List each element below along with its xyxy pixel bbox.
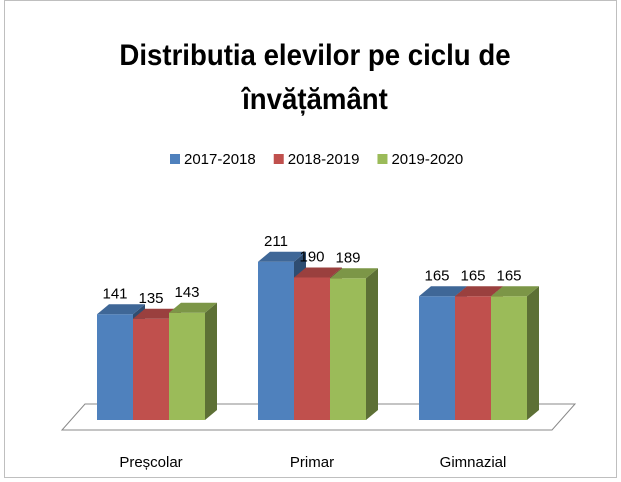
- value-label: 165: [424, 267, 449, 284]
- legend-label: 2019-2020: [391, 151, 463, 168]
- bar: [97, 314, 133, 420]
- value-label: 165: [496, 267, 521, 284]
- bar: [330, 278, 366, 420]
- bar-side: [205, 302, 217, 420]
- bar: [455, 296, 491, 420]
- bar: [258, 261, 294, 420]
- value-label: 165: [460, 267, 485, 284]
- bar-side: [366, 268, 378, 420]
- bar-side: [527, 286, 539, 420]
- chart-title: Distributia elevilor pe ciclu de învățăm…: [119, 39, 511, 116]
- bar-top: [455, 286, 503, 297]
- x-tick-label: Gimnazial: [440, 454, 507, 471]
- x-tick-label: Primar: [290, 454, 334, 471]
- value-label: 189: [335, 249, 360, 266]
- bar-top: [491, 286, 539, 297]
- bar-top: [169, 302, 217, 313]
- x-tick-label: Preșcolar: [119, 454, 182, 471]
- value-label: 141: [102, 285, 127, 302]
- bar: [419, 296, 455, 420]
- bar: [133, 318, 169, 420]
- bar-top: [419, 286, 467, 297]
- bar-top: [294, 267, 342, 278]
- legend-swatch: [170, 154, 180, 164]
- legend-swatch: [273, 154, 284, 164]
- bar: [491, 296, 527, 420]
- bar: [294, 277, 330, 420]
- bar-top: [97, 304, 145, 315]
- bar-top: [330, 268, 378, 279]
- value-label: 143: [174, 284, 199, 301]
- legend-label: 2017-2018: [184, 151, 256, 168]
- bar: [169, 312, 205, 420]
- value-label: 190: [299, 249, 324, 266]
- value-label: 211: [264, 233, 288, 250]
- legend-swatch: [377, 154, 388, 164]
- chart-border: [4, 0, 617, 478]
- legend-label: 2018-2019: [288, 151, 360, 168]
- value-label: 135: [138, 290, 163, 307]
- bar-top: [258, 251, 306, 262]
